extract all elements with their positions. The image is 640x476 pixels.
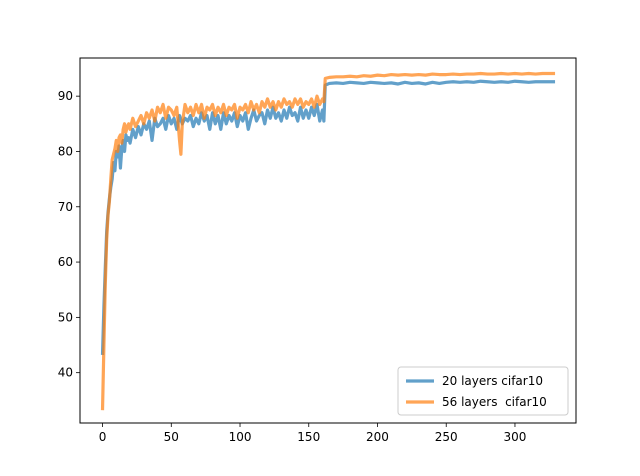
- y-tick-label: 40: [58, 366, 73, 380]
- y-tick-label: 90: [58, 89, 73, 103]
- legend-box: [397, 366, 569, 416]
- x-tick-label: 250: [435, 430, 458, 444]
- y-tick-label: 60: [58, 255, 73, 269]
- series-line-1: [100, 79, 556, 355]
- x-axis: 0 50 100 150 200 250 300: [99, 423, 527, 444]
- y-tick-label: 80: [58, 144, 73, 158]
- y-axis: 40 50 60 70 80 90: [58, 89, 80, 380]
- x-tick-label: 100: [229, 430, 252, 444]
- x-tick-label: 200: [366, 430, 389, 444]
- x-tick-label: 150: [297, 430, 320, 444]
- x-tick-label: 50: [164, 430, 179, 444]
- plot-frame: [79, 57, 577, 424]
- x-tick-label: 300: [504, 430, 527, 444]
- legend: 20 layers cifar10 56 layers cifar10: [397, 366, 569, 416]
- series-line-2: [100, 71, 556, 411]
- y-tick-label: 70: [58, 200, 73, 214]
- legend-label-2: 56 layers cifar10: [442, 395, 547, 409]
- plot-area: [100, 71, 556, 411]
- x-tick-label: 0: [99, 430, 107, 444]
- legend-label-1: 20 layers cifar10: [442, 374, 543, 388]
- y-tick-label: 50: [58, 310, 73, 324]
